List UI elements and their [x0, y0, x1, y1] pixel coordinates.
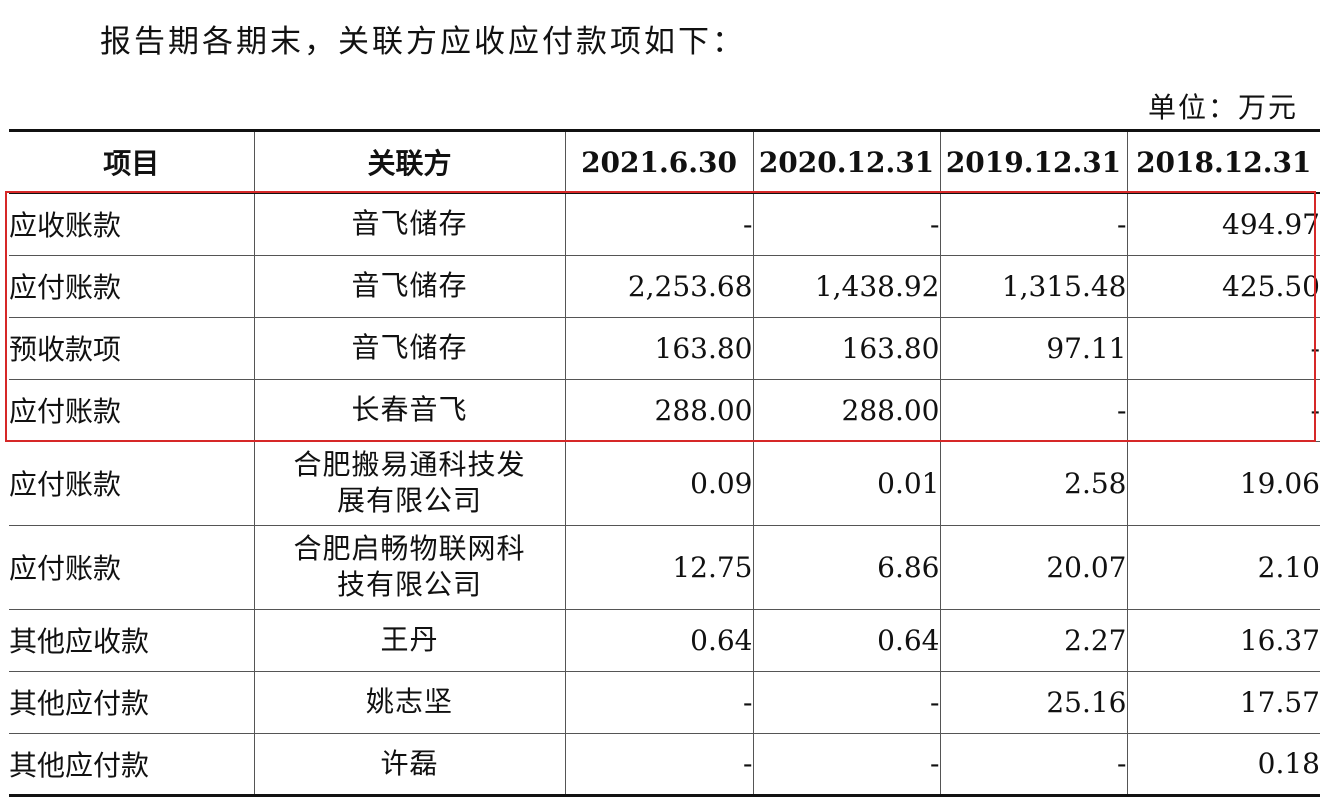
cell-value: 2.10: [1257, 550, 1320, 584]
cell-value: -: [753, 671, 941, 733]
header-2020-12-31: 2020.12.31: [753, 130, 941, 193]
cell-party: 合肥启畅物联网科技有限公司: [254, 525, 566, 609]
cell-party: 音飞储存: [254, 255, 566, 317]
cell-party: 姚志坚: [254, 671, 566, 733]
table-row: 应付账款 长春音飞 288.00 288.00 - -: [9, 379, 1320, 441]
cell-party: 音飞储存: [254, 317, 566, 379]
cell-value: 0.18: [1257, 747, 1320, 780]
related-party-table: 项目 关联方 2021.6.30 2020.12.31 2019.12.31 2…: [9, 129, 1320, 797]
cell-item: 其他应付款: [9, 733, 255, 795]
unit-label: 单位：万元: [1147, 91, 1298, 124]
cell-item: 应付账款: [9, 441, 255, 525]
cell-value: 1,315.48: [940, 255, 1128, 317]
table-row: 应付账款 合肥搬易通科技发展有限公司 0.09 0.01 2.58 19.06: [9, 441, 1320, 525]
cell-value: -: [940, 733, 1128, 795]
cell-party: 合肥搬易通科技发展有限公司: [254, 441, 566, 525]
cell-value: -: [940, 379, 1128, 441]
cell-value: 2.27: [940, 609, 1128, 671]
cell-party: 王丹: [254, 609, 566, 671]
cell-value: 0.64: [753, 609, 941, 671]
cell-value: 17.57: [1239, 685, 1320, 719]
cell-party: 音飞储存: [254, 193, 566, 255]
cell-value: 163.80: [565, 317, 754, 379]
header-2021-6-30: 2021.6.30: [565, 130, 754, 193]
cell-item: 应付账款: [9, 525, 255, 609]
cell-value: -: [565, 671, 754, 733]
cell-value: 20.07: [940, 525, 1128, 609]
table-row: 其他应付款 姚志坚 - - 25.16 17.57: [9, 671, 1320, 733]
cell-item: 其他应收款: [9, 609, 255, 671]
cell-item: 应付账款: [9, 255, 255, 317]
cell-party: 长春音飞: [254, 379, 566, 441]
cell-value: 2,253.68: [565, 255, 754, 317]
cell-value: 19.06: [1239, 466, 1320, 500]
cell-value: -: [753, 733, 941, 795]
cell-party: 许磊: [254, 733, 566, 795]
header-2019-12-31: 2019.12.31: [940, 130, 1128, 193]
cell-value: -: [565, 193, 754, 255]
table-row: 其他应付款 许磊 - - - 0.18: [9, 733, 1320, 795]
cell-value: 1,438.92: [753, 255, 941, 317]
cell-value: 288.00: [753, 379, 941, 441]
cell-value: 25.16: [940, 671, 1128, 733]
cell-item: 应收账款: [9, 193, 255, 255]
cell-item: 其他应付款: [9, 671, 255, 733]
cell-value: 16.37: [1239, 623, 1320, 657]
cell-value: 163.80: [753, 317, 941, 379]
cell-item: 应付账款: [9, 379, 255, 441]
table-row: 应付账款 合肥启畅物联网科技有限公司 12.75 6.86 20.07 2.10: [9, 525, 1320, 609]
cell-value: 0.09: [565, 441, 754, 525]
cell-value: -: [940, 193, 1128, 255]
table-row: 应收账款 音飞储存 - - - 494.97: [9, 193, 1320, 255]
cell-value: 6.86: [753, 525, 941, 609]
cell-value: 12.75: [565, 525, 754, 609]
cell-value: 0.01: [753, 441, 941, 525]
table-row: 预收款项 音飞储存 163.80 163.80 97.11 -: [9, 317, 1320, 379]
cell-item: 预收款项: [9, 317, 255, 379]
table-row: 其他应收款 王丹 0.64 0.64 2.27 16.37: [9, 609, 1320, 671]
cell-value: 2.58: [940, 441, 1128, 525]
cell-value: 494.97: [1222, 207, 1320, 241]
cell-value: 288.00: [565, 379, 754, 441]
intro-text: 报告期各期末，关联方应收应付款项如下：: [100, 24, 746, 60]
table-header-row: 项目 关联方 2021.6.30 2020.12.31 2019.12.31 2…: [9, 130, 1320, 193]
cell-value: -: [753, 193, 941, 255]
cell-value: -: [565, 733, 754, 795]
header-item: 项目: [9, 130, 255, 193]
table-row: 应付账款 音飞储存 2,253.68 1,438.92 1,315.48 425…: [9, 255, 1320, 317]
cell-value: -: [1310, 393, 1320, 427]
cell-value: 97.11: [940, 317, 1128, 379]
cell-value: -: [1310, 331, 1320, 365]
header-2018-12-31: 2018.12.31: [1136, 145, 1312, 179]
header-party: 关联方: [254, 130, 566, 193]
cell-value: 0.64: [565, 609, 754, 671]
cell-value: 425.50: [1222, 269, 1320, 303]
